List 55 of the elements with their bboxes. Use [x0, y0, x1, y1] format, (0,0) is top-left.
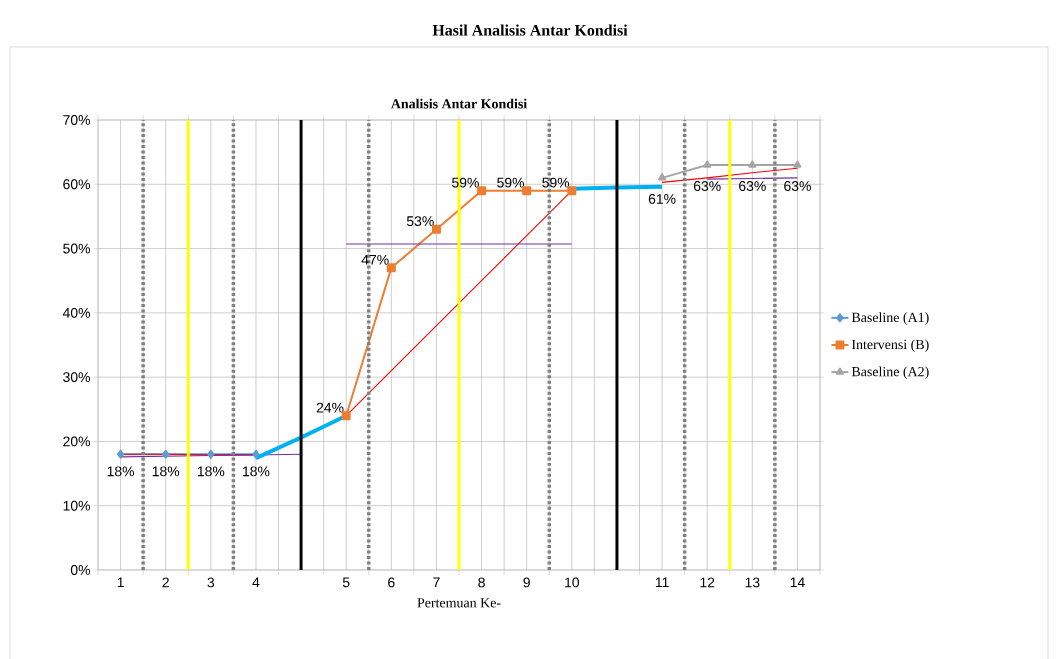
x-tick-label: 14	[790, 577, 805, 588]
y-tick-label: 60%	[63, 179, 90, 190]
x-tick-label: 8	[478, 577, 485, 588]
y-tick-label: 0%	[70, 565, 91, 575]
data-label: 63%	[784, 181, 811, 191]
legend-label: Baseline (A2)	[851, 366, 929, 380]
x-tick-label: 9	[523, 577, 530, 588]
y-tick-label: 70%	[63, 115, 90, 125]
x-tick-label: 3	[207, 577, 215, 588]
y-tick-label: 20%	[63, 436, 90, 447]
y-tick-label: 30%	[63, 372, 90, 383]
data-label: 18%	[152, 466, 180, 477]
legend-label: Baseline (A1)	[851, 312, 929, 325]
data-label: 53%	[406, 216, 434, 227]
point	[162, 449, 170, 459]
point	[252, 449, 260, 459]
x-tick-label: 5	[342, 577, 350, 588]
data-label: 63%	[739, 181, 766, 191]
x-tick-label: 6	[388, 577, 395, 588]
point	[116, 449, 125, 459]
point	[522, 186, 532, 196]
data-label: 18%	[243, 466, 270, 477]
x-axis-title: Pertemuan Ke-	[417, 598, 501, 608]
y-tick-label: 40%	[62, 307, 90, 318]
point	[658, 173, 667, 181]
x-tick-label: 11	[655, 577, 669, 588]
data-label: 63%	[693, 181, 721, 191]
point	[567, 186, 577, 196]
y-tick-label: 50%	[63, 243, 90, 254]
point	[341, 411, 351, 421]
x-tick-label: 1	[117, 577, 124, 588]
data-label: 18%	[107, 466, 135, 477]
x-tick-label: 2	[162, 577, 169, 588]
x-tick-label: 10	[565, 577, 580, 588]
legend-label: Intervensi (B)	[851, 339, 929, 353]
x-tick-label: 13	[745, 577, 760, 588]
data-label: 61%	[648, 193, 676, 204]
point	[703, 160, 712, 168]
point	[748, 160, 757, 168]
data-label: 24%	[316, 402, 344, 413]
point	[431, 224, 441, 234]
point	[207, 449, 215, 459]
data-label: 59%	[497, 177, 525, 188]
point	[386, 263, 396, 273]
data-label: 47%	[361, 254, 389, 265]
data-label: 59%	[542, 177, 570, 188]
point	[793, 160, 802, 168]
point	[477, 186, 487, 196]
y-tick-label: 10%	[63, 500, 90, 511]
chart-subtitle: Analisis Antar Kondisi	[390, 98, 527, 109]
x-tick-label: 7	[433, 577, 440, 588]
chart-title: Hasil Analisis Antar Kondisi	[432, 24, 628, 36]
x-tick-label: 12	[700, 577, 715, 588]
x-tick-label: 4	[252, 577, 260, 588]
data-label: 18%	[197, 466, 225, 477]
